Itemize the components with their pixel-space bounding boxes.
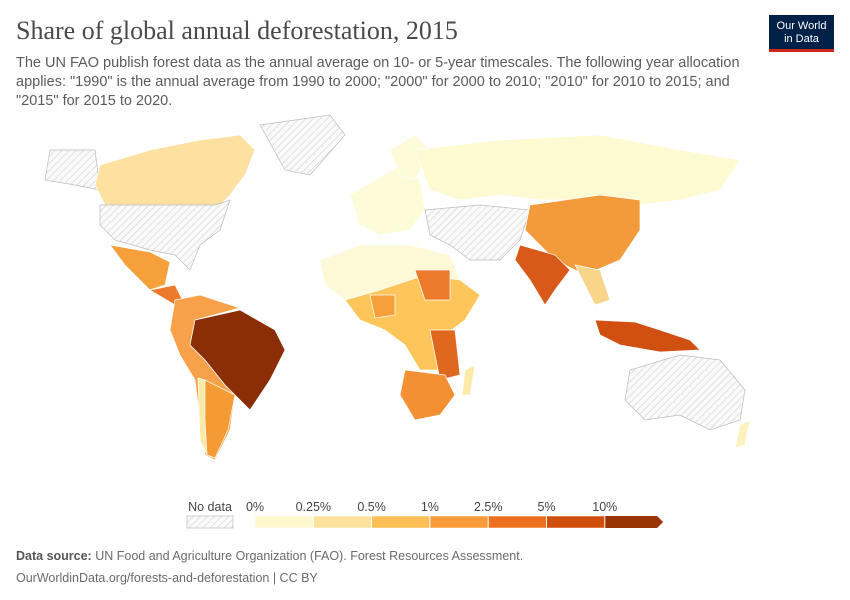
legend-tick-label: 1% bbox=[421, 500, 439, 514]
east-africa bbox=[429, 329, 461, 381]
legend-no-data-label: No data bbox=[188, 500, 232, 514]
greenland bbox=[259, 114, 346, 176]
legend-no-data-swatch bbox=[186, 515, 234, 529]
usa bbox=[99, 199, 231, 271]
canada bbox=[94, 134, 256, 211]
legend-tick-label: 0.5% bbox=[357, 500, 386, 514]
middle-east bbox=[424, 204, 531, 261]
legend-swatch bbox=[313, 515, 372, 529]
madagascar bbox=[461, 364, 476, 396]
legend-tick-label: 10% bbox=[592, 500, 617, 514]
legend: No data 0% 0.25% 0.5% 1% 2.5% 5% 10% bbox=[186, 500, 664, 529]
source-text: UN Food and Agriculture Organization (FA… bbox=[95, 549, 524, 563]
alaska bbox=[44, 149, 101, 191]
world-map bbox=[44, 114, 751, 461]
legend-tick-label: 2.5% bbox=[474, 500, 503, 514]
countries bbox=[44, 114, 751, 461]
legend-bins: 0% 0.25% 0.5% 1% 2.5% 5% 10% bbox=[246, 500, 664, 529]
new-zealand bbox=[734, 419, 751, 449]
legend-swatch bbox=[487, 515, 547, 529]
source: Data source: UN Food and Agriculture Org… bbox=[16, 549, 523, 563]
mexico bbox=[109, 244, 171, 291]
url[interactable]: OurWorldinData.org/forests-and-deforesta… bbox=[16, 571, 318, 585]
legend-tick-label: 5% bbox=[537, 500, 555, 514]
russia bbox=[414, 134, 741, 206]
logo-text[interactable]: in Data bbox=[784, 33, 819, 45]
southern-africa bbox=[399, 369, 456, 421]
legend-swatch bbox=[371, 515, 431, 529]
southeast-asia bbox=[574, 264, 611, 306]
title: Share of global annual deforestation, 20… bbox=[16, 16, 458, 45]
nigeria bbox=[369, 294, 396, 319]
australia bbox=[624, 354, 746, 431]
india bbox=[514, 244, 571, 306]
sudan bbox=[414, 269, 451, 301]
logo[interactable]: Our World in Data bbox=[769, 15, 834, 52]
source-label: Data source: bbox=[16, 549, 92, 563]
legend-swatch bbox=[429, 515, 489, 529]
logo-text[interactable]: Our World bbox=[776, 20, 827, 32]
brazil bbox=[189, 309, 286, 411]
subtitle: The UN FAO publish forest data as the an… bbox=[16, 55, 740, 109]
legend-swatch bbox=[254, 515, 314, 529]
legend-swatch bbox=[546, 515, 606, 529]
legend-tick-label: 0.25% bbox=[296, 500, 331, 514]
legend-tick-label: 0% bbox=[246, 500, 264, 514]
indonesia bbox=[594, 319, 701, 353]
legend-swatch bbox=[604, 516, 664, 528]
